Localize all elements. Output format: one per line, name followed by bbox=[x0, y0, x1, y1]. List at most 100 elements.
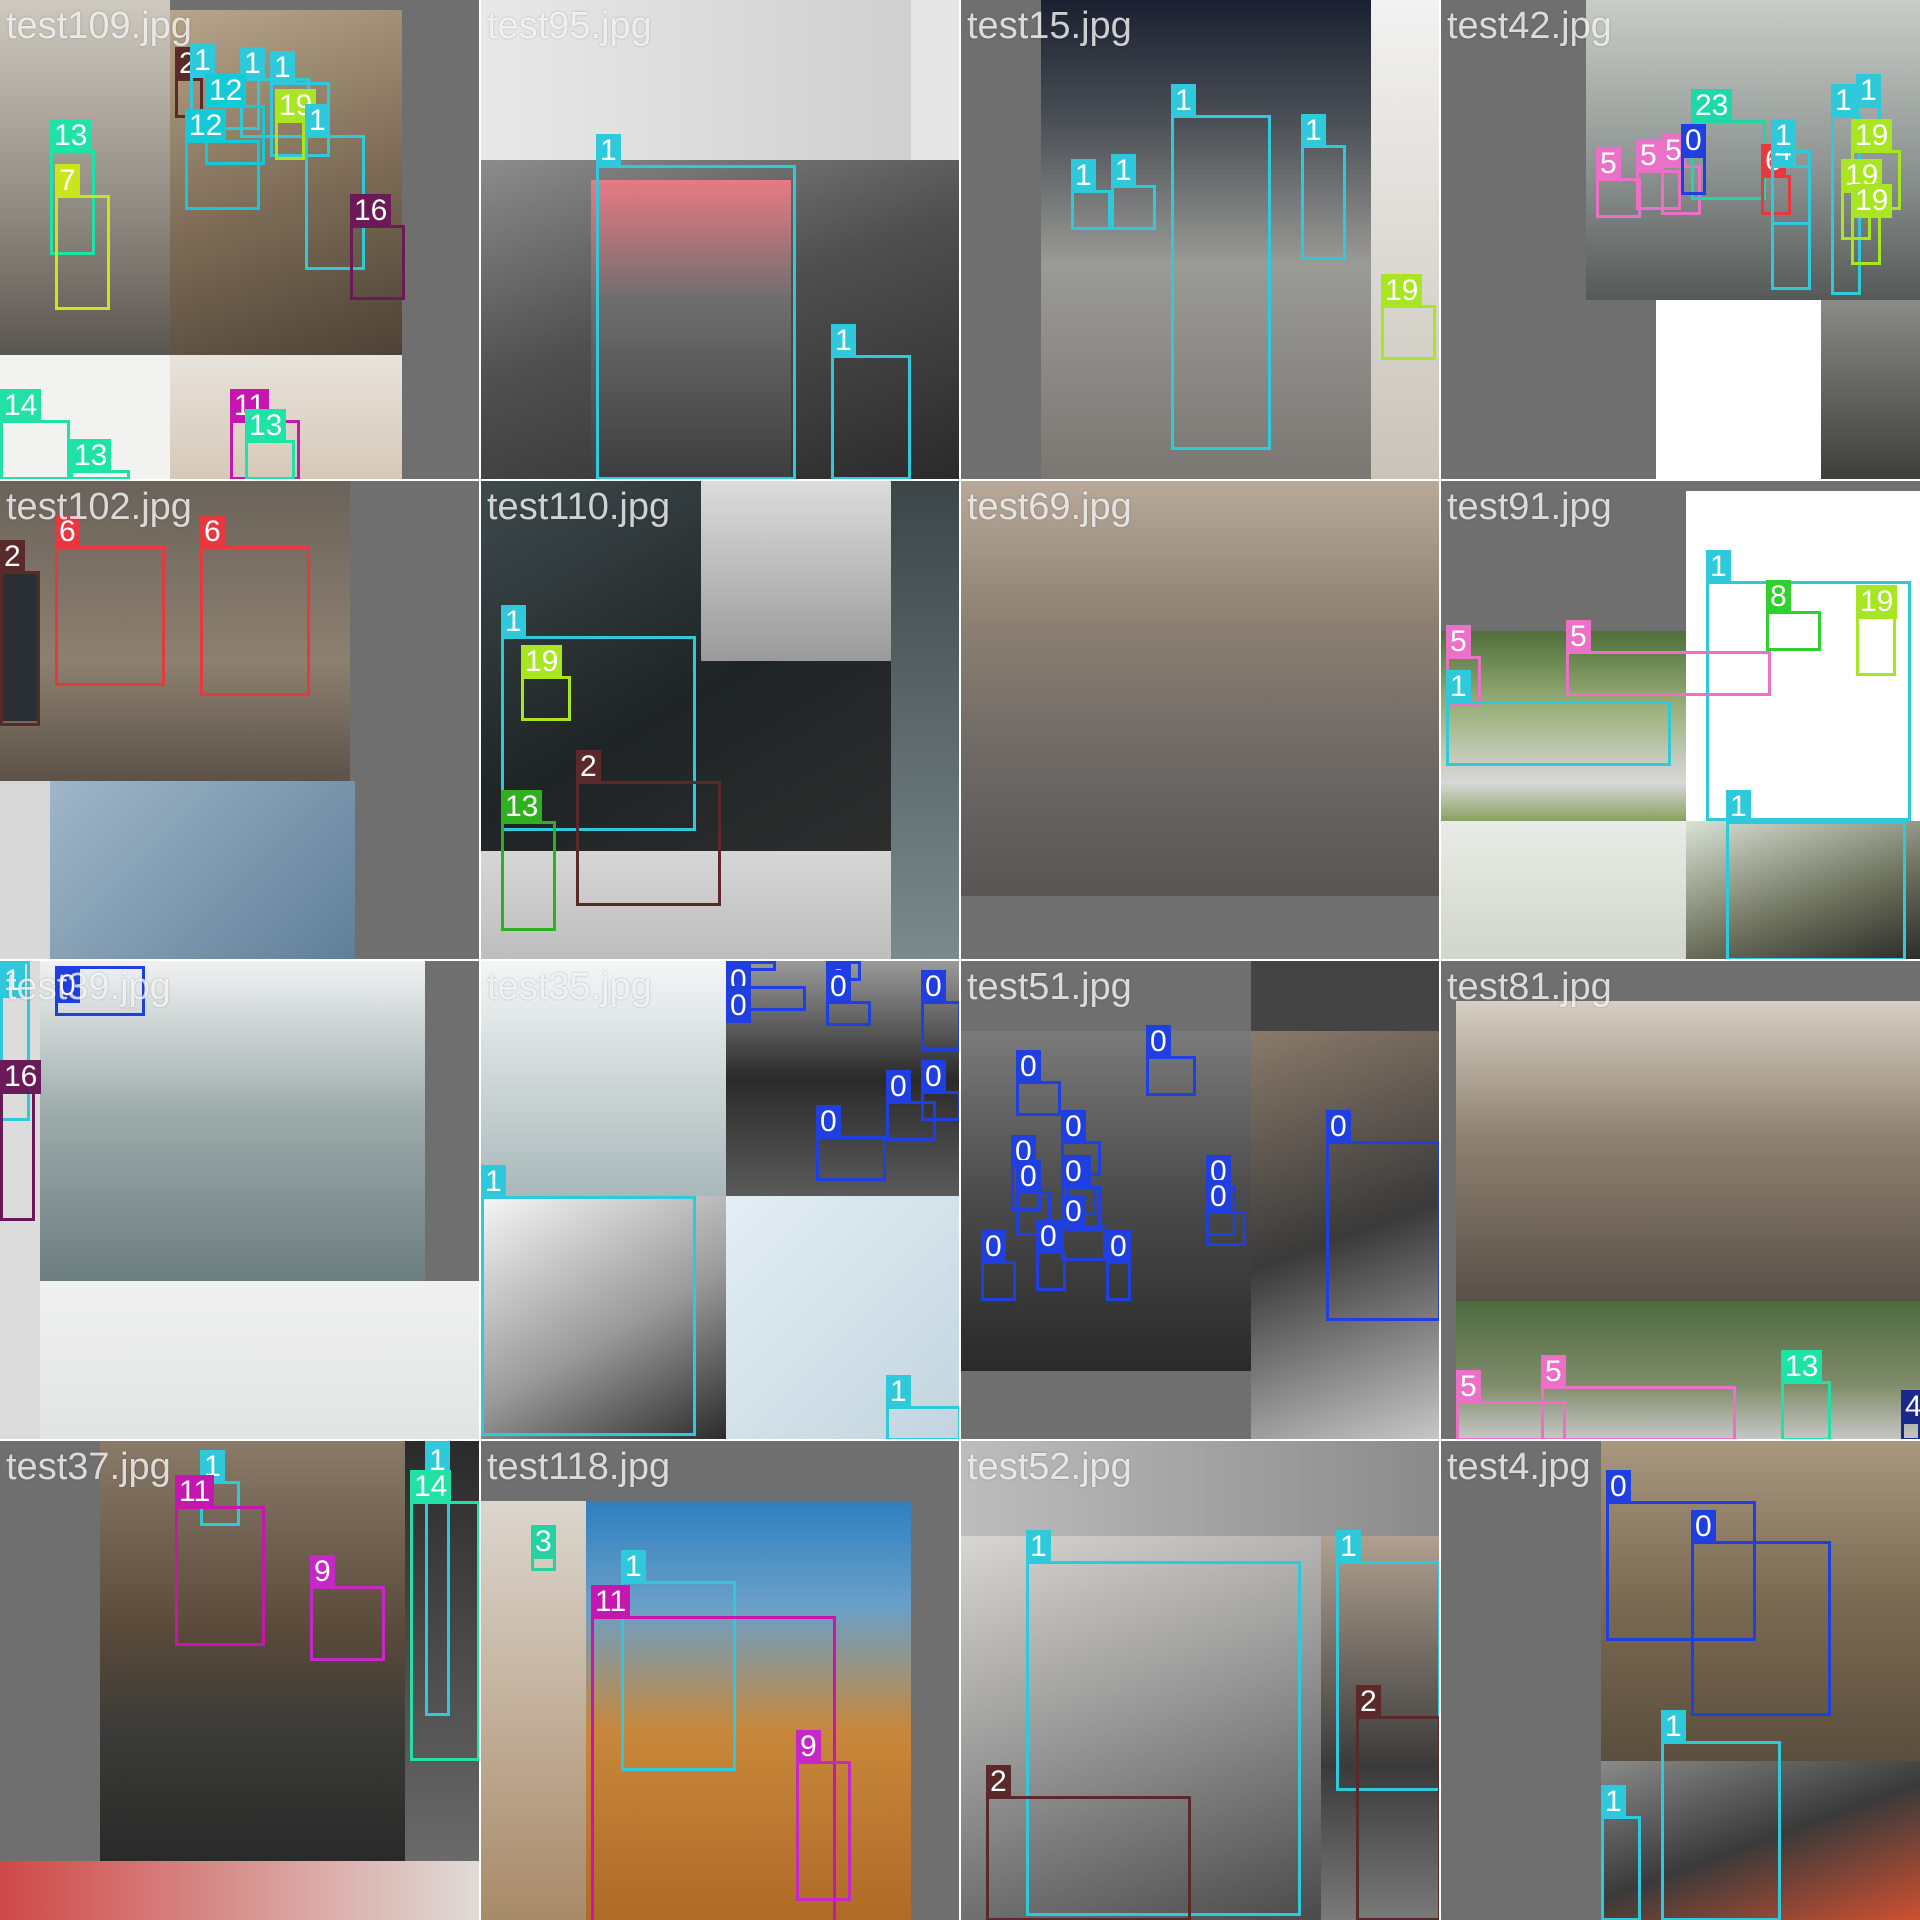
detection-class-label: 13 bbox=[50, 119, 92, 153]
detection-box: 13 bbox=[501, 790, 556, 931]
photo-patch bbox=[961, 896, 1439, 959]
mosaic-tile: 55523064111191919test42.jpg bbox=[1441, 0, 1920, 479]
detection-class-label: 1 bbox=[1071, 159, 1096, 193]
detection-box: 1 bbox=[1446, 670, 1671, 766]
detection-class-label: 1 bbox=[1446, 670, 1471, 704]
detection-class-label: 1 bbox=[1726, 790, 1751, 824]
grid-divider-horizontal bbox=[0, 1439, 1920, 1441]
detection-class-label: 0 bbox=[1606, 1470, 1631, 1504]
detection-box: 0 bbox=[1106, 1230, 1131, 1301]
tile-filename: test91.jpg bbox=[1447, 486, 1612, 528]
tile-filename: test110.jpg bbox=[487, 486, 671, 528]
photo-patch bbox=[1656, 300, 1821, 479]
detection-class-label: 11 bbox=[591, 1585, 631, 1619]
mosaic-tile: 3 1 11 9 test118.jpg bbox=[481, 1441, 959, 1920]
detection-box: 2 bbox=[576, 750, 721, 906]
detection-class-label: 19 bbox=[1851, 119, 1893, 153]
detection-box: 6 bbox=[55, 515, 165, 686]
detection-class-label: 12 bbox=[205, 74, 247, 108]
detection-class-label: 0 bbox=[55, 969, 80, 1003]
detection-class-label: 1 bbox=[1336, 1530, 1361, 1564]
detection-box: 23 bbox=[1691, 89, 1766, 200]
detection-class-label: 1 bbox=[1171, 84, 1196, 118]
detection-class-label: 0 bbox=[1036, 1220, 1061, 1254]
detection-box: 11 bbox=[591, 1585, 836, 1920]
detection-class-label: 0 bbox=[1206, 1180, 1231, 1214]
detection-box: 19 bbox=[1851, 184, 1893, 265]
photo-patch bbox=[1041, 0, 1371, 479]
tile-filename: test52.jpg bbox=[967, 1446, 1132, 1488]
photo-patch bbox=[1441, 300, 1656, 479]
detection-class-label: 0 bbox=[981, 1230, 1006, 1264]
tile-filename: test39.jpg bbox=[6, 966, 171, 1008]
detection-box: 1 bbox=[831, 324, 911, 479]
detection-box: 0 bbox=[816, 1105, 886, 1181]
mosaic-tile: 1 0 16 test39.jpg bbox=[0, 961, 479, 1439]
detection-class-label: 1 bbox=[831, 324, 856, 358]
detection-box: 1 bbox=[481, 1165, 696, 1436]
photo-patch bbox=[1251, 1031, 1439, 1439]
detection-box: 0 bbox=[726, 986, 806, 1023]
detection-box: 13 bbox=[245, 409, 295, 479]
mosaic-tile: 1 1 2 2 test52.jpg bbox=[961, 1441, 1439, 1920]
photo-patch bbox=[1686, 491, 1920, 821]
detection-box: 3 bbox=[531, 1525, 556, 1571]
photo-patch bbox=[481, 0, 911, 160]
detection-box: 1 bbox=[501, 605, 696, 831]
detection-class-label: 0 bbox=[1016, 1160, 1041, 1194]
detection-class-label: 5 bbox=[1566, 620, 1591, 654]
photo-patch bbox=[405, 1441, 479, 1861]
detection-box: 0 bbox=[1016, 1050, 1061, 1116]
detection-box: 0 bbox=[726, 961, 776, 998]
detection-box: 2 bbox=[1356, 1685, 1439, 1920]
detection-class-label: 19 bbox=[1851, 184, 1893, 218]
detection-box: 13 bbox=[70, 439, 130, 479]
photo-patch bbox=[1321, 1536, 1439, 1920]
detection-box: 5 bbox=[1661, 134, 1701, 215]
detection-box: 1 bbox=[1601, 1785, 1641, 1920]
photo-patch bbox=[961, 1371, 1251, 1439]
detection-box: 1 bbox=[1771, 119, 1811, 290]
detection-box: 12 bbox=[185, 109, 260, 210]
mosaic-tile: 1 11 9 1 14 test37.jpg bbox=[0, 1441, 479, 1920]
detection-class-label: 16 bbox=[0, 1060, 42, 1094]
detection-box: 0 bbox=[1061, 1195, 1106, 1261]
mosaic-tile: 2 1 1 1 12 12 19 13 7 1 16 14 13 11 13 test109.jpg bbox=[0, 0, 479, 479]
detection-box: 1 bbox=[886, 1375, 959, 1439]
detection-class-label: 13 bbox=[501, 790, 543, 824]
detection-class-label: 6 bbox=[55, 515, 80, 549]
detection-class-label: 16 bbox=[350, 194, 392, 228]
tile-filename: test35.jpg bbox=[487, 966, 652, 1008]
detection-box: 1 bbox=[1026, 1530, 1301, 1916]
detection-class-label: 1 bbox=[1706, 550, 1731, 584]
detection-box: 4 bbox=[1901, 1390, 1920, 1439]
detection-class-label: 19 bbox=[1381, 274, 1423, 308]
detection-box: 1 bbox=[0, 961, 30, 1121]
photo-patch bbox=[1821, 300, 1920, 479]
detection-class-label: 1 bbox=[596, 134, 621, 168]
detection-box: 14 bbox=[0, 389, 70, 479]
tile-filename: test69.jpg bbox=[967, 486, 1132, 528]
detection-class-label: 1 bbox=[621, 1550, 646, 1584]
photo-patch bbox=[726, 1196, 959, 1439]
tile-filename: test95.jpg bbox=[487, 5, 652, 47]
detection-class-label: 3 bbox=[531, 1525, 556, 1559]
detection-box: 1 bbox=[596, 134, 796, 479]
photo-patch bbox=[961, 1441, 1439, 1536]
mosaic-tile: 6 6 2 test102.jpg bbox=[0, 481, 479, 959]
photo-patch bbox=[1601, 1761, 1920, 1920]
photo-patch bbox=[100, 1441, 405, 1861]
detection-class-label: 0 bbox=[921, 970, 946, 1004]
detection-class-label: 13 bbox=[245, 409, 287, 443]
photo-patch bbox=[961, 481, 1439, 896]
tile-filename: test4.jpg bbox=[1447, 1446, 1591, 1488]
photo-patch bbox=[1441, 821, 1686, 959]
photo-patch bbox=[961, 1031, 1251, 1371]
tile-filename: test15.jpg bbox=[967, 5, 1132, 47]
mosaic-tile: 1 1 1 1 19 test15.jpg bbox=[961, 0, 1439, 479]
detection-box: 13 bbox=[1781, 1350, 1831, 1439]
detection-box: 19 bbox=[521, 645, 571, 721]
detection-box: 2 bbox=[986, 1765, 1191, 1920]
photo-patch bbox=[1456, 1001, 1920, 1301]
